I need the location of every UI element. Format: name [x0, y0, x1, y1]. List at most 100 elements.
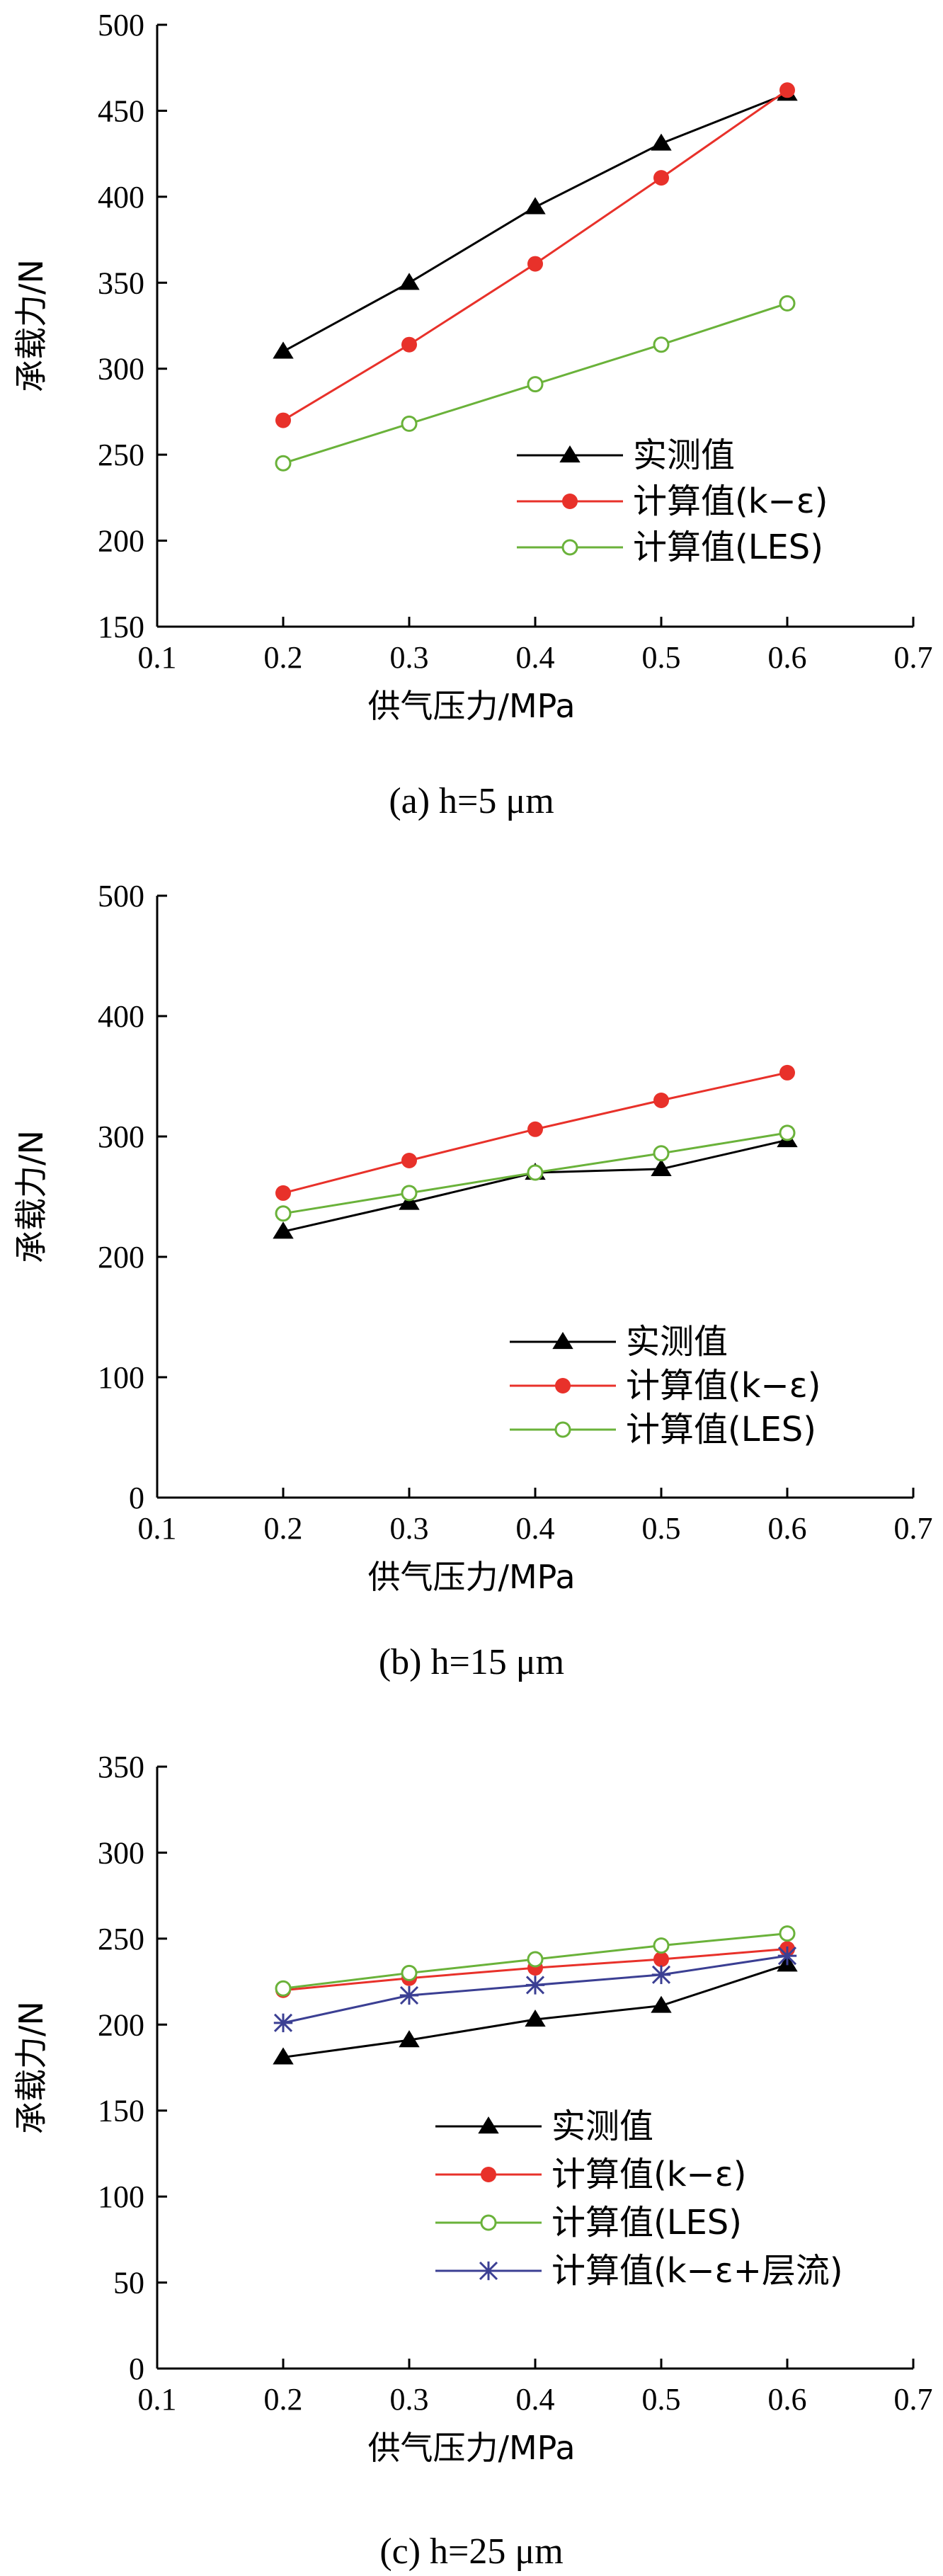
data-point	[653, 1937, 670, 1954]
legend-entry: 计算值(LES)	[633, 528, 823, 567]
x-tick-label: 0.6	[768, 1511, 807, 1546]
series-2	[275, 82, 795, 428]
legend-marker	[562, 494, 578, 509]
x-tick-label: 0.5	[642, 640, 681, 675]
data-point	[651, 1995, 672, 2013]
y-tick-label: 100	[98, 1360, 144, 1395]
y-tick-label: 450	[98, 93, 144, 128]
panel-caption: (a) h=5 μm	[389, 781, 554, 821]
x-tick-label: 0.2	[264, 640, 303, 675]
data-point	[401, 336, 417, 353]
data-point	[275, 1205, 292, 1222]
data-point	[651, 1965, 671, 1985]
legend-entry: 计算值(k−ε)	[626, 1366, 821, 1406]
data-point	[777, 1946, 797, 1966]
x-tick-label: 0.2	[264, 2382, 303, 2417]
y-tick-label: 400	[98, 999, 144, 1034]
legend-marker	[559, 445, 581, 463]
data-point	[275, 455, 292, 472]
data-point	[273, 2013, 293, 2033]
chart-panel-2: 0 100 200 300 400 500 0.1 0.2 0.3 0.4 0.5 0.6 0.7 供气压…	[12, 879, 933, 1682]
data-point	[779, 82, 795, 98]
data-point	[273, 2047, 294, 2065]
y-axis-label: 承载力/N	[12, 1130, 50, 1263]
y-axis-label: 承载力/N	[12, 259, 50, 392]
data-point	[525, 2010, 546, 2027]
y-tick-label: 500	[98, 879, 144, 913]
data-point	[779, 1064, 795, 1081]
data-point	[527, 1121, 543, 1137]
legend-marker	[478, 2116, 499, 2134]
data-point	[399, 1985, 419, 2005]
y-tick-label: 50	[113, 2266, 144, 2301]
data-point	[525, 197, 546, 215]
legend-entry: 实测值	[551, 2107, 653, 2146]
data-point	[653, 336, 670, 353]
x-tick-label: 0.3	[390, 1511, 429, 1546]
series-2	[275, 1064, 795, 1201]
legend-marker	[554, 1421, 571, 1438]
x-tick-label: 0.4	[516, 640, 555, 675]
data-point	[401, 1964, 418, 1981]
series-1	[273, 1130, 798, 1239]
series-1	[273, 1954, 798, 2065]
x-tick-label: 0.7	[894, 1511, 933, 1546]
data-point	[401, 1185, 418, 1202]
y-tick-label: 0	[129, 2352, 144, 2386]
data-point	[399, 273, 420, 290]
y-tick-label: 200	[98, 1240, 144, 1275]
x-tick-label: 0.4	[516, 1511, 555, 1546]
legend-entry: 计算值(LES)	[626, 1410, 816, 1449]
data-point	[273, 1221, 294, 1239]
x-tick-label: 0.1	[138, 1511, 177, 1546]
data-point	[273, 341, 294, 359]
data-point	[527, 376, 544, 393]
y-tick-label: 400	[98, 180, 144, 215]
data-point	[653, 170, 669, 186]
legend-marker	[481, 2167, 496, 2182]
legend-marker	[561, 539, 578, 556]
x-tick-label: 0.5	[642, 1511, 681, 1546]
series-1	[273, 84, 798, 359]
x-tick-label: 0.6	[768, 640, 807, 675]
y-axis-label: 承载力/N	[12, 2001, 50, 2134]
x-tick-label: 0.3	[390, 640, 429, 675]
x-tick-label: 0.7	[894, 2382, 933, 2417]
data-point	[399, 1192, 420, 1210]
legend-marker	[479, 2261, 498, 2281]
series-line	[282, 92, 788, 353]
y-tick-label: 350	[98, 1750, 144, 1784]
data-point	[779, 295, 796, 312]
data-point	[779, 1124, 796, 1141]
panel-caption: (c) h=25 μm	[379, 2531, 563, 2572]
series-4	[273, 1946, 797, 2033]
x-axis-label: 供气压力/MPa	[367, 1558, 575, 1596]
legend-entry: 计算值(k−ε+层流)	[551, 2251, 843, 2291]
data-point	[653, 1093, 669, 1108]
legend-entry: 计算值(k−ε)	[633, 481, 828, 521]
data-point	[527, 1164, 544, 1181]
chart-panel-3: 0 50 100 150 200 250 300 350 0.1 0.2 0.3 0.4 0.5 0.6 0…	[12, 1750, 933, 2572]
legend-marker	[555, 1378, 571, 1394]
legend-marker	[480, 2214, 497, 2231]
x-axis-label: 供气压力/MPa	[367, 687, 575, 725]
series-line	[282, 1139, 788, 1233]
y-tick-label: 250	[98, 438, 144, 472]
data-point	[275, 1185, 291, 1201]
legend-entry: 实测值	[633, 435, 735, 475]
y-tick-label: 300	[98, 1835, 144, 1870]
series-line	[282, 89, 788, 421]
y-tick-label: 100	[98, 2179, 144, 2214]
x-tick-label: 0.1	[138, 640, 177, 675]
data-point	[651, 1158, 672, 1176]
chart-panel-1: 150 200 250 300 350 400 450 500 0.1 0.2 0.3 0.4 0.5 0…	[12, 8, 933, 821]
data-point	[527, 1951, 544, 1968]
panel-caption: (b) h=15 μm	[379, 1642, 564, 1682]
legend-entry: 计算值(LES)	[551, 2203, 742, 2242]
series-3	[275, 1925, 796, 1997]
y-tick-label: 150	[98, 2094, 144, 2128]
y-tick-label: 250	[98, 1922, 144, 1956]
y-tick-label: 300	[98, 1119, 144, 1154]
legend-entry: 实测值	[626, 1322, 728, 1362]
